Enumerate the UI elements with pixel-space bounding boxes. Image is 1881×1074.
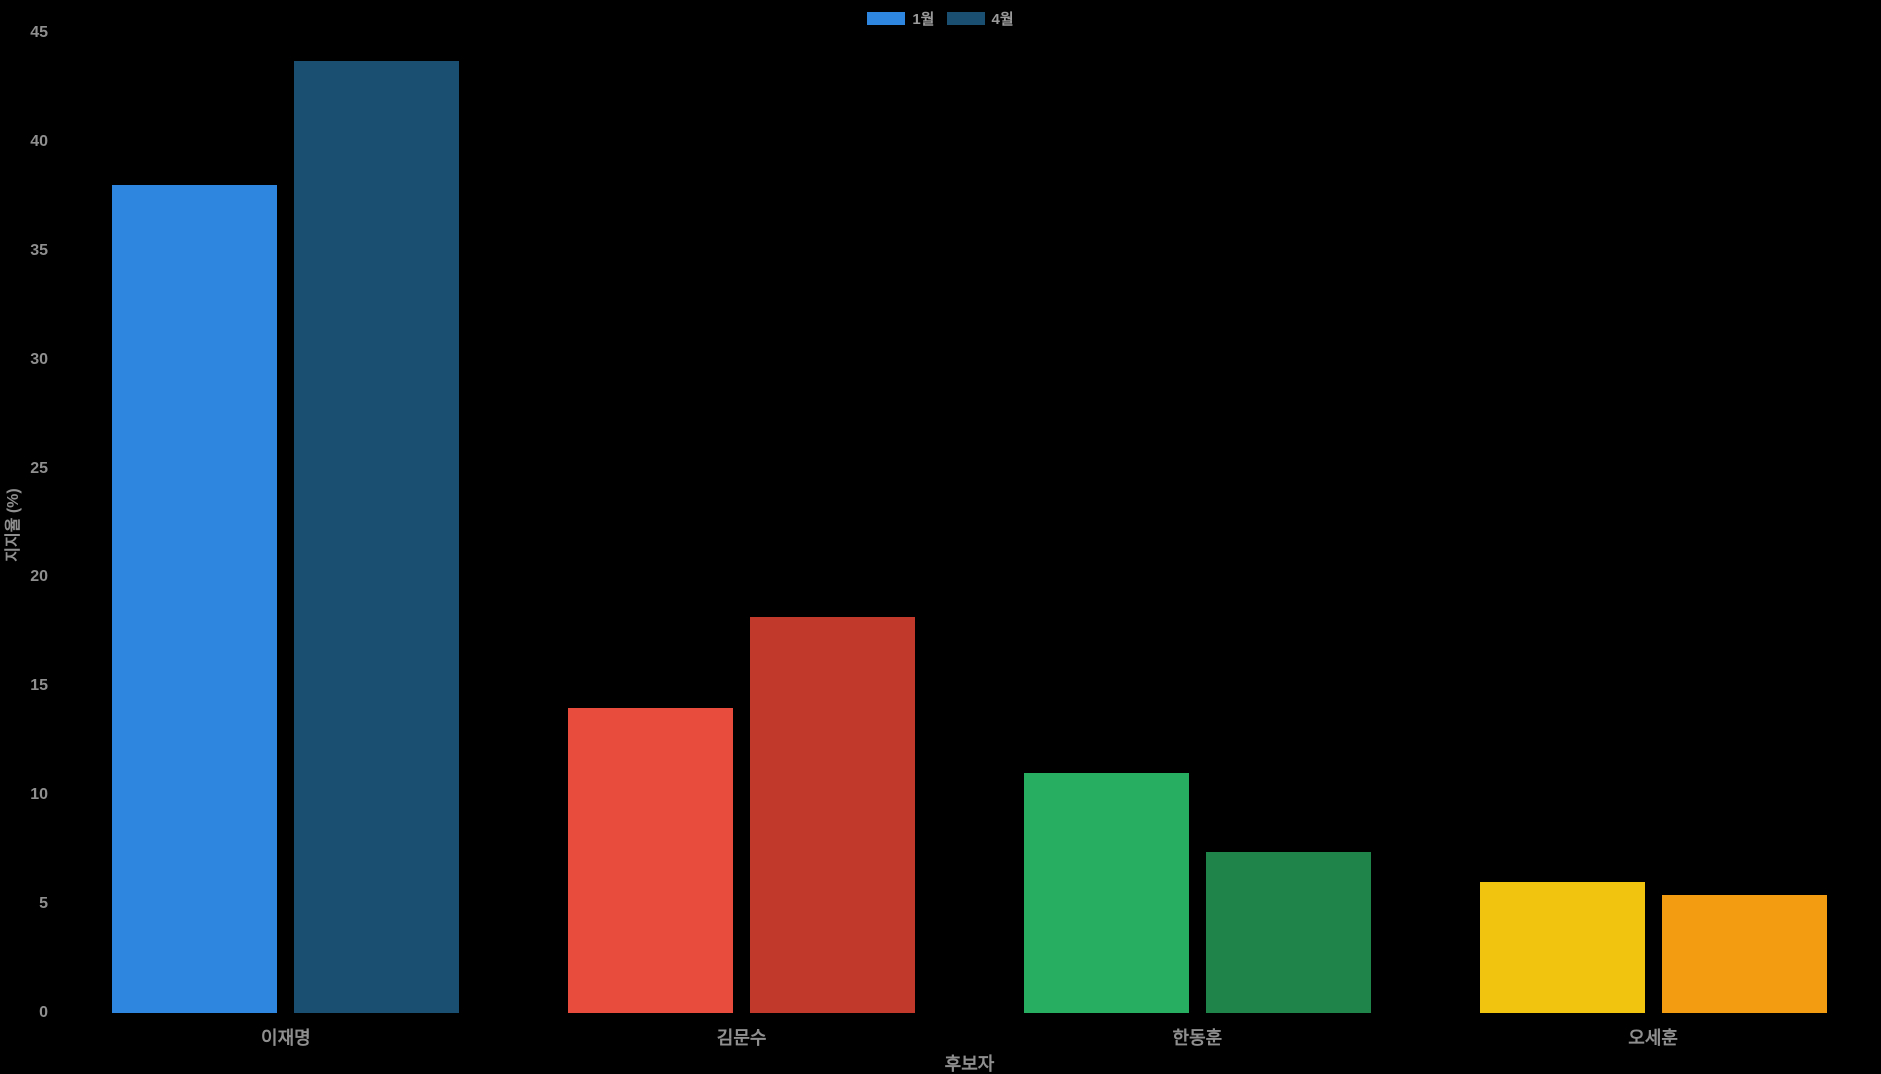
bar-김문수-4월 <box>750 616 916 1013</box>
y-tick-label-30: 30 <box>30 350 48 368</box>
legend-swatch-icon <box>946 12 985 25</box>
y-tick-label-5: 5 <box>39 895 48 913</box>
y-tick-label-35: 35 <box>30 241 48 259</box>
x-category-label-한동훈: 한동훈 <box>1172 1028 1223 1048</box>
bar-오세훈-4월 <box>1661 895 1827 1013</box>
bar-한동훈-4월 <box>1205 851 1371 1013</box>
legend-label: 4월 <box>991 11 1014 28</box>
legend-label: 1월 <box>912 11 935 28</box>
chart-legend: 1월 4월 <box>0 8 1881 29</box>
x-category-label-김문수: 김문수 <box>716 1028 767 1048</box>
bar-이재명-4월 <box>294 61 460 1013</box>
bar-김문수-1월 <box>568 708 734 1013</box>
x-category-label-오세훈: 오세훈 <box>1628 1028 1678 1048</box>
y-tick-label-15: 15 <box>30 677 48 695</box>
y-tick-label-25: 25 <box>30 459 48 477</box>
y-tick-label-0: 0 <box>39 1004 48 1021</box>
legend-item-1월: 1월 <box>867 8 935 29</box>
y-tick-label-20: 20 <box>30 568 48 586</box>
y-tick-label-45: 45 <box>30 24 48 41</box>
bar-오세훈-1월 <box>1479 882 1645 1013</box>
x-axis-title: 후보자 <box>944 1054 995 1074</box>
y-axis-title: 지지율 (%) <box>5 488 22 562</box>
y-tick-label-10: 10 <box>30 786 48 804</box>
x-category-label-이재명: 이재명 <box>261 1028 311 1048</box>
legend-swatch-icon <box>867 12 906 25</box>
legend-item-4월: 4월 <box>946 8 1014 29</box>
bar-한동훈-1월 <box>1023 773 1189 1013</box>
y-tick-label-40: 40 <box>30 132 48 150</box>
bar-이재명-1월 <box>112 185 278 1013</box>
